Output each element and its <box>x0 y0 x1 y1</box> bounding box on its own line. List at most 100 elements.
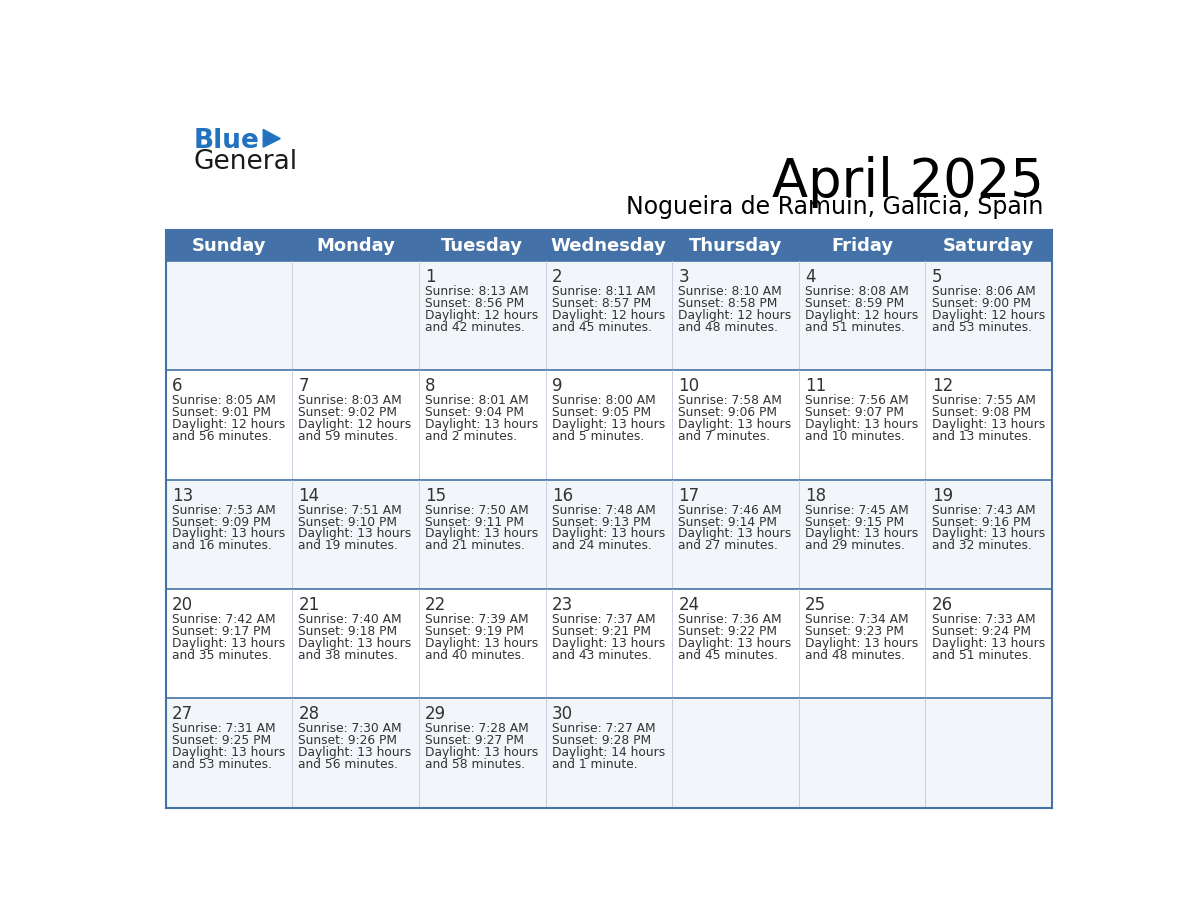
Text: and 56 minutes.: and 56 minutes. <box>298 758 398 771</box>
Text: and 19 minutes.: and 19 minutes. <box>298 540 398 553</box>
Text: 9: 9 <box>551 377 562 396</box>
Text: Daylight: 13 hours: Daylight: 13 hours <box>678 419 791 431</box>
Text: and 40 minutes.: and 40 minutes. <box>425 649 525 662</box>
Text: Tuesday: Tuesday <box>441 237 523 254</box>
Text: Daylight: 12 hours: Daylight: 12 hours <box>425 308 538 322</box>
Bar <box>165 699 1053 808</box>
Text: Sunset: 9:13 PM: Sunset: 9:13 PM <box>551 516 651 529</box>
Text: Thursday: Thursday <box>689 237 782 254</box>
Text: and 42 minutes.: and 42 minutes. <box>425 320 525 334</box>
Text: Sunrise: 7:45 AM: Sunrise: 7:45 AM <box>805 504 909 517</box>
Text: and 53 minutes.: and 53 minutes. <box>931 320 1031 334</box>
Text: Sunset: 9:22 PM: Sunset: 9:22 PM <box>678 625 777 638</box>
Text: Monday: Monday <box>316 237 394 254</box>
Polygon shape <box>264 129 280 147</box>
Text: Saturday: Saturday <box>943 237 1035 254</box>
Text: Daylight: 13 hours: Daylight: 13 hours <box>551 419 665 431</box>
Text: 6: 6 <box>172 377 182 396</box>
Text: 5: 5 <box>931 268 942 286</box>
Bar <box>165 589 1053 699</box>
Text: 21: 21 <box>298 596 320 614</box>
Text: and 56 minutes.: and 56 minutes. <box>172 431 272 443</box>
Text: Daylight: 13 hours: Daylight: 13 hours <box>805 528 918 541</box>
Text: Sunrise: 7:40 AM: Sunrise: 7:40 AM <box>298 613 402 626</box>
Text: and 43 minutes.: and 43 minutes. <box>551 649 651 662</box>
Text: and 13 minutes.: and 13 minutes. <box>931 431 1031 443</box>
Text: 11: 11 <box>805 377 827 396</box>
Text: and 51 minutes.: and 51 minutes. <box>805 320 905 334</box>
Text: and 59 minutes.: and 59 minutes. <box>298 431 398 443</box>
Text: Sunrise: 8:11 AM: Sunrise: 8:11 AM <box>551 285 656 298</box>
Text: 25: 25 <box>805 596 826 614</box>
Text: Daylight: 13 hours: Daylight: 13 hours <box>931 528 1045 541</box>
Text: 28: 28 <box>298 705 320 723</box>
Text: and 1 minute.: and 1 minute. <box>551 758 637 771</box>
Bar <box>165 371 1053 480</box>
Text: Sunrise: 7:28 AM: Sunrise: 7:28 AM <box>425 722 529 735</box>
Text: Daylight: 13 hours: Daylight: 13 hours <box>298 528 412 541</box>
Text: Sunrise: 7:37 AM: Sunrise: 7:37 AM <box>551 613 656 626</box>
Text: 4: 4 <box>805 268 815 286</box>
Text: Sunrise: 8:06 AM: Sunrise: 8:06 AM <box>931 285 1036 298</box>
Text: Daylight: 12 hours: Daylight: 12 hours <box>298 419 412 431</box>
Text: Sunset: 9:24 PM: Sunset: 9:24 PM <box>931 625 1031 638</box>
Text: Sunrise: 8:10 AM: Sunrise: 8:10 AM <box>678 285 782 298</box>
Text: Daylight: 12 hours: Daylight: 12 hours <box>172 419 285 431</box>
Bar <box>165 480 1053 589</box>
Text: 12: 12 <box>931 377 953 396</box>
Text: Sunrise: 7:34 AM: Sunrise: 7:34 AM <box>805 613 909 626</box>
Text: Daylight: 13 hours: Daylight: 13 hours <box>551 637 665 650</box>
Text: Sunset: 9:06 PM: Sunset: 9:06 PM <box>678 407 777 420</box>
Text: and 32 minutes.: and 32 minutes. <box>931 540 1031 553</box>
Text: 13: 13 <box>172 487 192 505</box>
Text: Sunrise: 7:53 AM: Sunrise: 7:53 AM <box>172 504 276 517</box>
Text: 15: 15 <box>425 487 447 505</box>
Text: Sunrise: 7:36 AM: Sunrise: 7:36 AM <box>678 613 782 626</box>
Text: Sunset: 9:15 PM: Sunset: 9:15 PM <box>805 516 904 529</box>
Text: 7: 7 <box>298 377 309 396</box>
Text: Daylight: 12 hours: Daylight: 12 hours <box>678 308 791 322</box>
Text: Sunrise: 7:30 AM: Sunrise: 7:30 AM <box>298 722 402 735</box>
Text: Daylight: 13 hours: Daylight: 13 hours <box>931 637 1045 650</box>
Text: Sunrise: 7:56 AM: Sunrise: 7:56 AM <box>805 395 909 408</box>
Text: Sunset: 9:00 PM: Sunset: 9:00 PM <box>931 297 1031 310</box>
Text: Sunrise: 8:01 AM: Sunrise: 8:01 AM <box>425 395 529 408</box>
Text: Sunrise: 7:31 AM: Sunrise: 7:31 AM <box>172 722 276 735</box>
Text: 10: 10 <box>678 377 700 396</box>
Text: Sunrise: 8:13 AM: Sunrise: 8:13 AM <box>425 285 529 298</box>
Text: Sunset: 9:10 PM: Sunset: 9:10 PM <box>298 516 398 529</box>
Text: Sunrise: 7:58 AM: Sunrise: 7:58 AM <box>678 395 782 408</box>
Text: Sunrise: 7:48 AM: Sunrise: 7:48 AM <box>551 504 656 517</box>
Text: 16: 16 <box>551 487 573 505</box>
Text: and 48 minutes.: and 48 minutes. <box>805 649 905 662</box>
Text: General: General <box>194 149 297 174</box>
Text: Sunset: 9:07 PM: Sunset: 9:07 PM <box>805 407 904 420</box>
Text: Sunset: 8:57 PM: Sunset: 8:57 PM <box>551 297 651 310</box>
Text: 1: 1 <box>425 268 436 286</box>
Text: Sunset: 9:26 PM: Sunset: 9:26 PM <box>298 734 398 747</box>
Text: Wednesday: Wednesday <box>551 237 666 254</box>
Text: Sunrise: 8:05 AM: Sunrise: 8:05 AM <box>172 395 276 408</box>
Text: and 2 minutes.: and 2 minutes. <box>425 431 517 443</box>
Text: Daylight: 13 hours: Daylight: 13 hours <box>298 637 412 650</box>
Text: 17: 17 <box>678 487 700 505</box>
Text: and 45 minutes.: and 45 minutes. <box>678 649 778 662</box>
Text: and 29 minutes.: and 29 minutes. <box>805 540 905 553</box>
Text: Daylight: 13 hours: Daylight: 13 hours <box>425 419 538 431</box>
Text: Sunrise: 8:08 AM: Sunrise: 8:08 AM <box>805 285 909 298</box>
Text: 24: 24 <box>678 596 700 614</box>
Text: Daylight: 13 hours: Daylight: 13 hours <box>425 746 538 759</box>
Text: Sunrise: 7:51 AM: Sunrise: 7:51 AM <box>298 504 403 517</box>
Text: Daylight: 13 hours: Daylight: 13 hours <box>425 528 538 541</box>
Text: Daylight: 13 hours: Daylight: 13 hours <box>678 637 791 650</box>
Text: and 48 minutes.: and 48 minutes. <box>678 320 778 334</box>
Text: Daylight: 13 hours: Daylight: 13 hours <box>805 637 918 650</box>
Text: Daylight: 14 hours: Daylight: 14 hours <box>551 746 665 759</box>
Text: Daylight: 13 hours: Daylight: 13 hours <box>678 528 791 541</box>
Text: Daylight: 13 hours: Daylight: 13 hours <box>172 528 285 541</box>
Text: 3: 3 <box>678 268 689 286</box>
Text: Sunset: 9:08 PM: Sunset: 9:08 PM <box>931 407 1031 420</box>
Text: and 27 minutes.: and 27 minutes. <box>678 540 778 553</box>
Text: 29: 29 <box>425 705 447 723</box>
Text: 19: 19 <box>931 487 953 505</box>
